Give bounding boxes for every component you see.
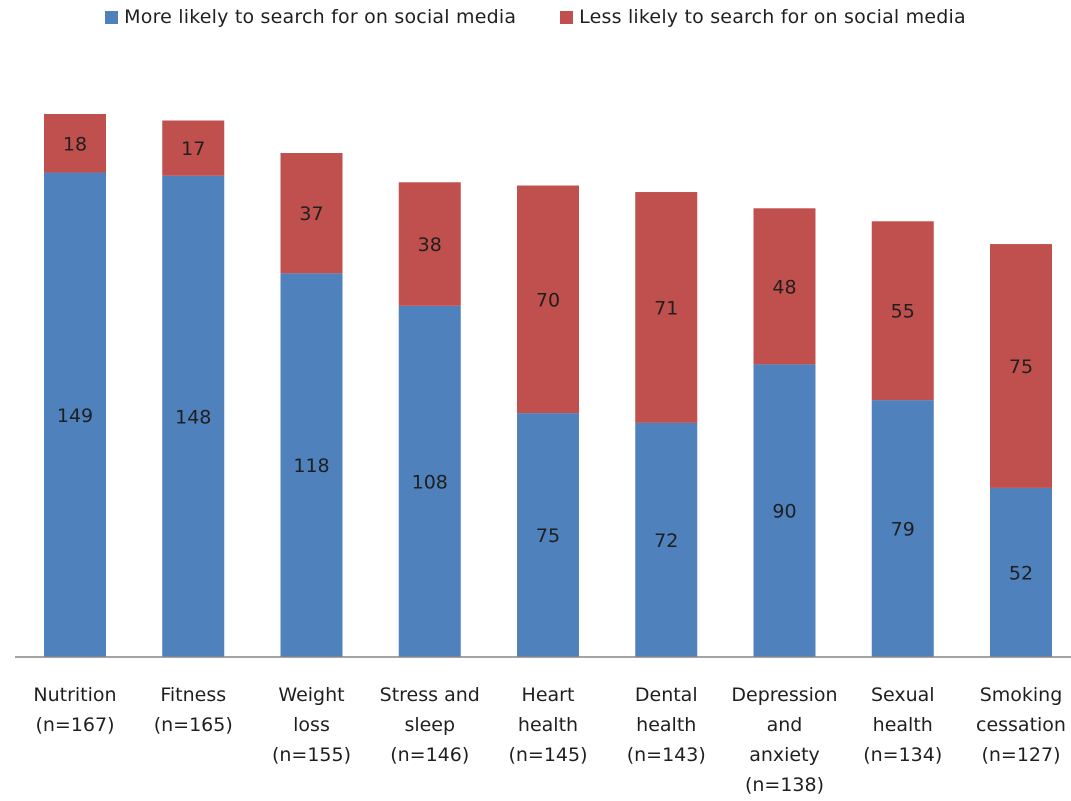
bar-more-likely bbox=[635, 422, 698, 657]
bar-less-likely bbox=[990, 244, 1052, 488]
bar-less-likely bbox=[871, 221, 934, 401]
x-tick-label: Stress and sleep (n=146) bbox=[380, 684, 480, 766]
x-tick-label: Dental health (n=143) bbox=[627, 684, 706, 766]
bar-less-likely bbox=[753, 208, 816, 365]
bar-less-likely bbox=[517, 185, 579, 414]
x-tick-label: Heart health (n=145) bbox=[508, 684, 587, 766]
bar-less-likely bbox=[280, 153, 343, 274]
bar-more-likely bbox=[162, 175, 225, 657]
data-label-more-likely: 75 bbox=[536, 525, 560, 547]
data-label-less-likely: 38 bbox=[418, 234, 442, 256]
bar-less-likely bbox=[398, 182, 461, 306]
data-label-more-likely: 108 bbox=[412, 471, 448, 493]
data-label-less-likely: 17 bbox=[181, 138, 205, 160]
x-tick-label: Nutrition (n=167) bbox=[33, 684, 116, 736]
data-label-more-likely: 79 bbox=[891, 519, 915, 541]
data-label-more-likely: 149 bbox=[57, 405, 93, 427]
legend-item-less-likely: Less likely to search for on social medi… bbox=[560, 6, 966, 28]
data-label-less-likely: 55 bbox=[891, 301, 915, 323]
bar-less-likely bbox=[635, 192, 698, 423]
data-label-less-likely: 70 bbox=[536, 289, 560, 311]
x-tick-label: Weight loss (n=155) bbox=[272, 684, 351, 766]
bar-more-likely bbox=[398, 305, 461, 657]
data-label-less-likely: 18 bbox=[63, 133, 87, 155]
legend: More likely to search for on social medi… bbox=[0, 6, 1071, 28]
bar-less-likely bbox=[162, 120, 225, 176]
bar-more-likely bbox=[280, 273, 343, 657]
data-label-more-likely: 90 bbox=[772, 501, 796, 523]
legend-item-more-likely: More likely to search for on social medi… bbox=[105, 6, 516, 28]
legend-swatch-more-likely bbox=[105, 10, 119, 24]
data-label-more-likely: 118 bbox=[293, 455, 329, 477]
data-label-less-likely: 48 bbox=[772, 276, 796, 298]
bar-more-likely bbox=[990, 487, 1052, 657]
legend-swatch-less-likely bbox=[560, 10, 574, 24]
data-label-more-likely: 72 bbox=[654, 530, 678, 552]
legend-label-more-likely: More likely to search for on social medi… bbox=[124, 6, 517, 28]
data-label-more-likely: 52 bbox=[1009, 562, 1033, 584]
bar-more-likely bbox=[871, 400, 934, 657]
x-tick-label: Depression and anxiety (n=138) bbox=[731, 684, 837, 796]
x-tick-label: Fitness (n=165) bbox=[154, 684, 233, 736]
data-label-more-likely: 148 bbox=[175, 406, 211, 428]
x-tick-label: Sexual health (n=134) bbox=[863, 684, 942, 766]
legend-label-less-likely: Less likely to search for on social medi… bbox=[579, 6, 966, 28]
data-label-less-likely: 71 bbox=[654, 297, 678, 319]
bar-more-likely bbox=[517, 413, 579, 657]
data-label-less-likely: 37 bbox=[299, 203, 323, 225]
data-label-less-likely: 75 bbox=[1009, 356, 1033, 378]
bar-more-likely bbox=[753, 364, 816, 657]
bar-more-likely bbox=[44, 172, 106, 657]
bar-less-likely bbox=[44, 114, 106, 173]
x-tick-label: Smoking cessation (n=127) bbox=[976, 684, 1066, 766]
